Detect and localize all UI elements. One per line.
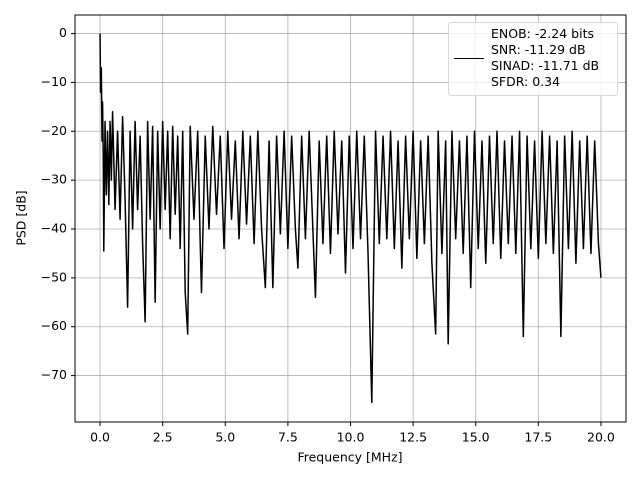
x-tick-label: 2.5 — [153, 430, 173, 445]
x-tick-label: 17.5 — [524, 430, 552, 445]
x-tick-label: 10.0 — [337, 430, 365, 445]
y-tick-label: −50 — [41, 269, 67, 284]
legend: ENOB: -2.24 bits SNR: -11.29 dB SINAD: -… — [448, 22, 618, 96]
x-tick-label: 20.0 — [587, 430, 615, 445]
series-line — [99, 33, 602, 404]
y-tick-label: −10 — [41, 74, 67, 89]
y-tick-label: 0 — [59, 25, 67, 40]
x-tick-label: 5.0 — [215, 430, 235, 445]
legend-label: ENOB: -2.24 bits SNR: -11.29 dB SINAD: -… — [491, 26, 600, 89]
x-axis-label: Frequency [MHz] — [297, 450, 402, 465]
legend-swatch — [454, 58, 484, 59]
y-axis-label: PSD [dB] — [14, 190, 29, 245]
y-tick-label: −30 — [41, 172, 67, 187]
x-tick-label: 15.0 — [462, 430, 490, 445]
y-tick-label: −20 — [41, 123, 67, 138]
y-tick-label: −40 — [41, 221, 67, 236]
x-tick-label: 0.0 — [90, 430, 110, 445]
plot-area — [99, 33, 602, 404]
y-tick-label: −60 — [41, 318, 67, 333]
y-tick-label: −70 — [41, 367, 67, 382]
x-tick-label: 12.5 — [399, 430, 427, 445]
x-tick-label: 7.5 — [278, 430, 298, 445]
